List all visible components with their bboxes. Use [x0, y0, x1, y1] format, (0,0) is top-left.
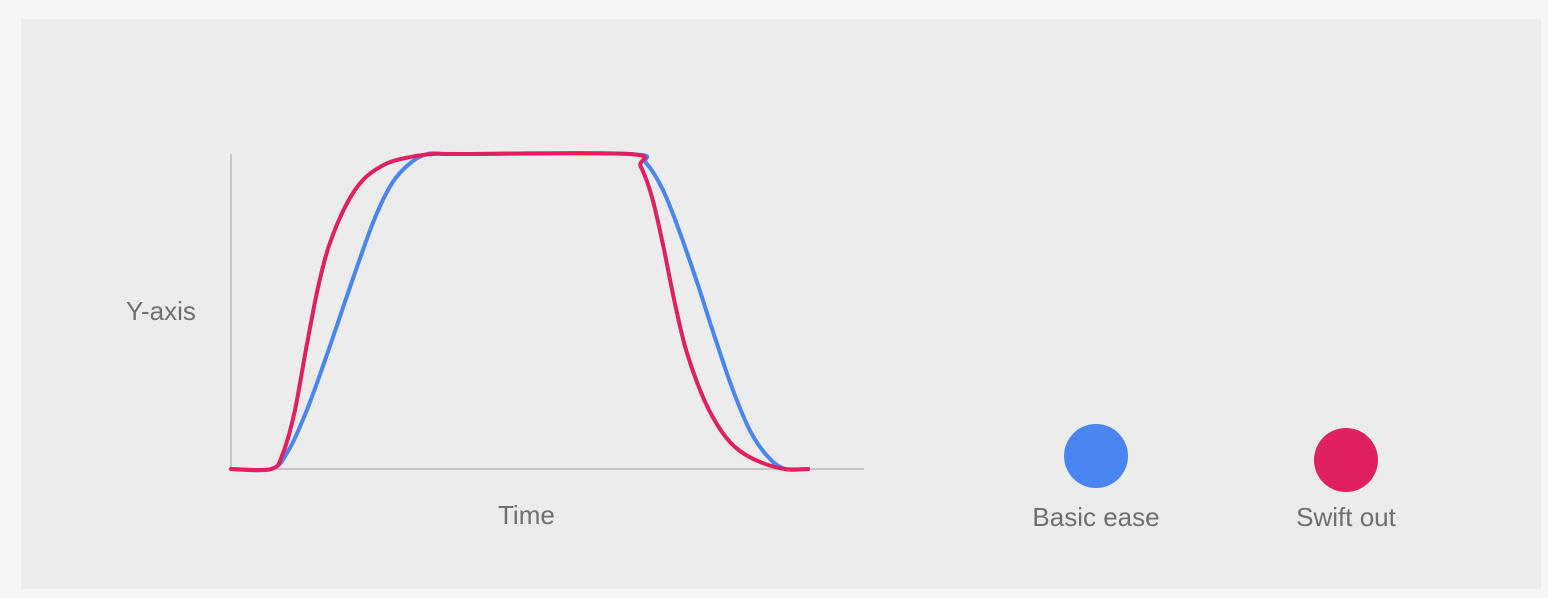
legend-dot-basic-ease-icon: [1064, 424, 1128, 488]
legend-label-swift-out: Swift out: [1296, 502, 1396, 532]
chart-panel: [21, 19, 1541, 589]
legend-dot-swift-out-icon: [1314, 428, 1378, 492]
series-line-swift-out: [229, 151, 810, 473]
x-axis-label: Time: [498, 500, 555, 530]
legend-item-basic-ease: Basic ease: [1006, 424, 1186, 533]
series-layer: [229, 151, 810, 473]
series-line-basic-ease: [229, 151, 810, 473]
legend-item-swift-out: Swift out: [1256, 428, 1436, 533]
legend-label-basic-ease: Basic ease: [1032, 502, 1160, 532]
y-axis-label: Y-axis: [126, 296, 196, 326]
